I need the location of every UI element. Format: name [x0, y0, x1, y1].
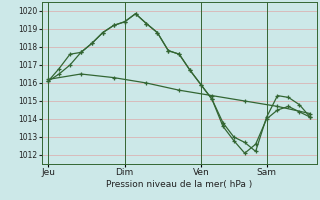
X-axis label: Pression niveau de la mer( hPa ): Pression niveau de la mer( hPa ): [106, 180, 252, 189]
